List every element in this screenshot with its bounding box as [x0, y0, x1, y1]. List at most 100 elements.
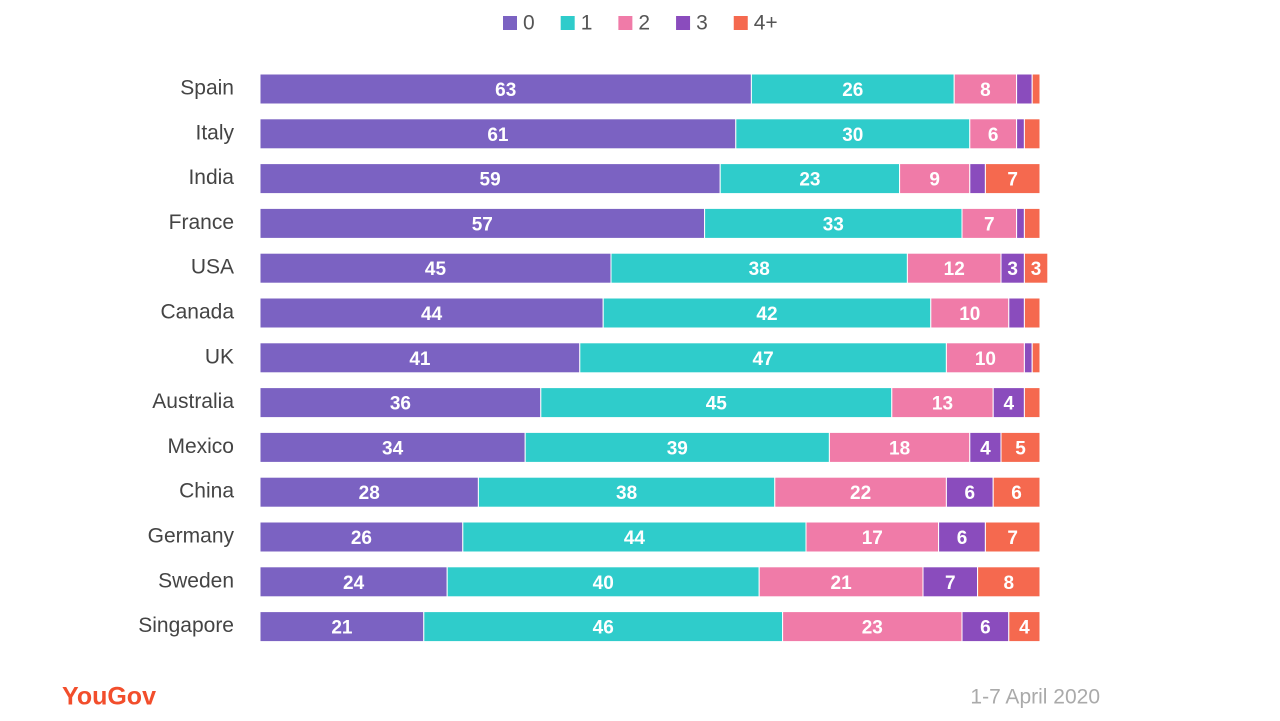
bar-segment [719, 163, 901, 195]
value-label: 44 [624, 528, 646, 549]
bar-segment [969, 118, 1018, 150]
value-label: 6 [980, 618, 991, 639]
value-label: 24 [343, 573, 365, 594]
bar-segment [1016, 73, 1033, 105]
bar-segment [1023, 252, 1049, 284]
value-label: 59 [480, 170, 501, 191]
value-label: 41 [409, 349, 431, 370]
value-label: 13 [932, 394, 953, 415]
bar-segment [259, 566, 448, 598]
bar-segment [1016, 118, 1025, 150]
bar-segment [524, 431, 830, 463]
value-label: 30 [842, 125, 863, 146]
bar-segment [922, 566, 979, 598]
bar-segment [1000, 431, 1041, 463]
bar-segment [259, 252, 612, 284]
value-label: 17 [862, 528, 883, 549]
value-label: 21 [831, 573, 853, 594]
value-label: 6 [988, 125, 999, 146]
value-label: 38 [749, 259, 770, 280]
value-label: 61 [487, 125, 509, 146]
bar-segment [259, 387, 542, 419]
value-label: 8 [1004, 573, 1015, 594]
bar-segment [259, 73, 752, 105]
bar-segment [579, 342, 947, 374]
bar-segment [1023, 342, 1033, 374]
legend-swatch [733, 16, 748, 30]
bar-segment [735, 118, 971, 150]
bar-segment [1023, 118, 1041, 150]
category-label: Canada [160, 301, 234, 324]
value-label: 7 [1007, 528, 1018, 549]
bar-segment [259, 297, 604, 329]
value-label: 7 [984, 214, 995, 235]
bar-segment [1031, 342, 1041, 374]
legend-label: 1 [581, 12, 593, 35]
value-label: 45 [425, 259, 447, 280]
value-label: 40 [593, 573, 614, 594]
logo: YouGov [62, 683, 156, 711]
bar-segment [1008, 297, 1025, 329]
value-label: 12 [944, 259, 965, 280]
value-label: 57 [472, 214, 493, 235]
value-label: 46 [593, 618, 614, 639]
bar-segment [969, 431, 1002, 463]
value-label: 44 [421, 304, 443, 325]
category-label: China [179, 480, 234, 503]
category-label: Mexico [167, 435, 234, 458]
value-label: 26 [351, 528, 372, 549]
bar-segment [906, 252, 1002, 284]
value-label: 10 [959, 304, 980, 325]
legend-label: 0 [523, 12, 535, 35]
value-label: 21 [331, 618, 353, 639]
value-label: 38 [616, 483, 637, 504]
legend-label: 2 [638, 12, 650, 35]
value-label: 36 [390, 394, 411, 415]
value-label: 28 [359, 483, 380, 504]
value-label: 39 [667, 438, 688, 459]
bar-segment [1008, 611, 1041, 643]
bar-segment [259, 163, 721, 195]
bar-segment [899, 163, 971, 195]
bar-segment [961, 611, 1010, 643]
category-label: India [188, 166, 234, 189]
bar-segment [602, 297, 932, 329]
bar-segment [477, 476, 776, 508]
category-label: UK [205, 345, 234, 368]
legend-label: 4+ [754, 12, 778, 35]
bar-segment [992, 387, 1025, 419]
bar-segment [945, 476, 994, 508]
bar-segment [259, 476, 479, 508]
category-label: Spain [180, 77, 234, 100]
bar-segment [540, 387, 893, 419]
bar-segment [1023, 207, 1041, 239]
value-label: 6 [1011, 483, 1022, 504]
value-label: 10 [975, 349, 996, 370]
legend-swatch [560, 16, 575, 30]
value-label: 3 [1031, 259, 1042, 280]
bar-segment [1023, 387, 1041, 419]
bar-segment [1016, 207, 1025, 239]
bar-segment [828, 431, 971, 463]
bar-segment [938, 521, 986, 553]
legend-swatch [503, 16, 517, 30]
value-label: 7 [1007, 170, 1018, 191]
bar-segment [992, 476, 1041, 508]
bar-segment [953, 73, 1018, 105]
bar-segment [984, 163, 1041, 195]
bar-segment [969, 163, 986, 195]
category-label: Australia [152, 390, 234, 413]
value-label: 22 [850, 483, 871, 504]
bar-segment [984, 521, 1041, 553]
date-note: 1-7 April 2020 [970, 686, 1100, 709]
bar-segment [1031, 73, 1041, 105]
legend-swatch [618, 16, 633, 30]
value-label: 4 [980, 438, 991, 459]
legend-swatch [676, 16, 691, 30]
value-label: 63 [495, 80, 516, 101]
value-label: 23 [799, 170, 820, 191]
value-label: 45 [706, 394, 728, 415]
value-label: 4 [1004, 394, 1015, 415]
bar-segment [782, 611, 963, 643]
